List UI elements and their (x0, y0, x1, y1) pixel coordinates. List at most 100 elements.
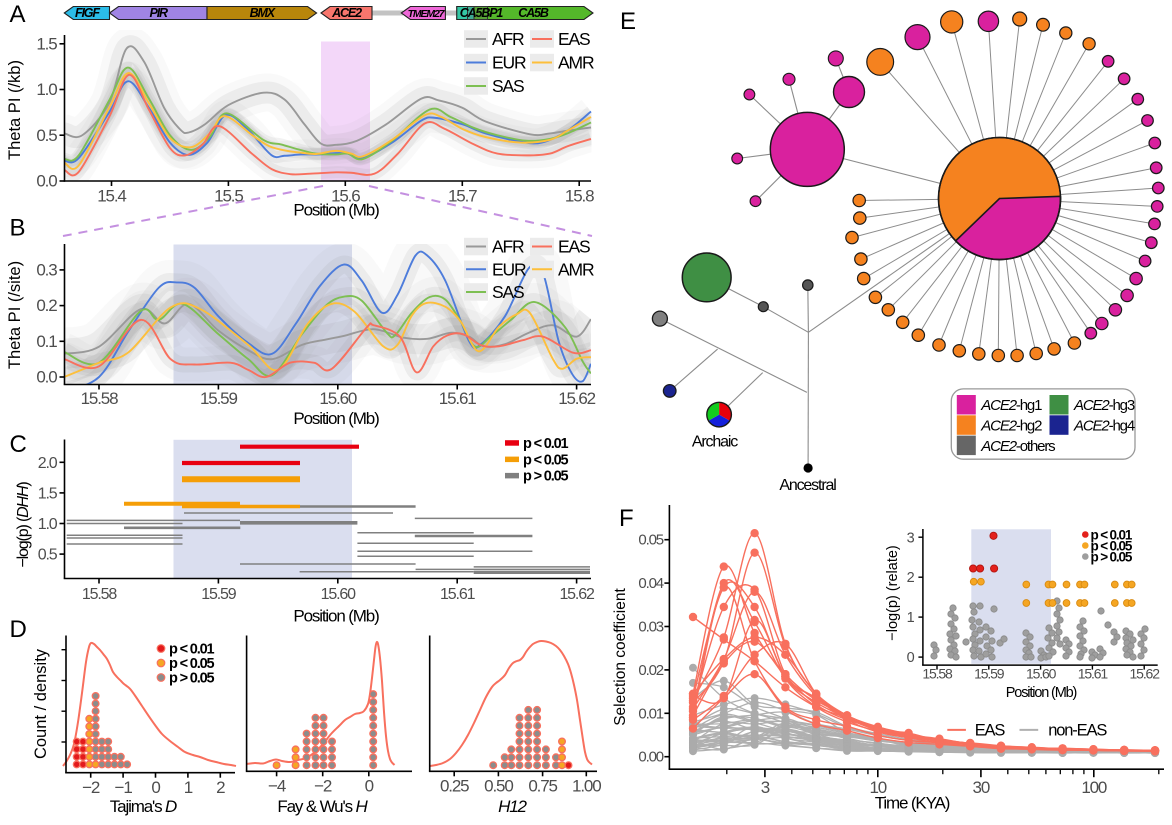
svg-text:3: 3 (761, 778, 770, 797)
svg-text:2: 2 (216, 778, 225, 797)
svg-text:Position (Mb): Position (Mb) (1006, 685, 1077, 701)
svg-text:CA5B: CA5B (518, 6, 549, 20)
svg-text:p < 0.01: p < 0.01 (523, 436, 568, 452)
svg-text:Tajima's D: Tajima's D (110, 797, 177, 816)
svg-text:Ancestral: Ancestral (779, 477, 836, 494)
svg-text:0.5: 0.5 (36, 126, 57, 145)
svg-text:Time (KYA): Time (KYA) (875, 794, 950, 813)
svg-text:Count / density: Count / density (32, 648, 50, 759)
svg-text:15.61: 15.61 (440, 586, 476, 603)
svg-text:TMEM27: TMEM27 (408, 8, 446, 20)
svg-text:−2: −2 (82, 778, 100, 797)
svg-text:ACE2-hg2: ACE2-hg2 (980, 418, 1042, 435)
svg-text:15.61: 15.61 (439, 389, 476, 408)
svg-text:Theta PI (/kb): Theta PI (/kb) (6, 60, 24, 160)
svg-text:1: 1 (184, 778, 193, 797)
svg-text:PIR: PIR (150, 6, 169, 20)
svg-text:p > 0.05: p > 0.05 (1091, 550, 1133, 565)
svg-text:15.59: 15.59 (201, 586, 237, 603)
svg-text:Position (Mb): Position (Mb) (293, 409, 379, 428)
svg-text:0: 0 (907, 650, 915, 666)
svg-text:B: B (10, 215, 25, 242)
svg-text:15.4: 15.4 (97, 187, 126, 206)
svg-text:SAS: SAS (492, 76, 524, 96)
svg-text:E: E (620, 8, 635, 35)
svg-text:ACE2-hg4: ACE2-hg4 (1073, 418, 1135, 435)
svg-text:−2: −2 (314, 777, 332, 796)
svg-text:Archaic: Archaic (692, 434, 738, 451)
svg-text:0.50: 0.50 (484, 777, 513, 796)
svg-text:SAS: SAS (492, 282, 524, 302)
svg-text:1.0: 1.0 (36, 80, 57, 99)
svg-text:2: 2 (907, 570, 915, 586)
svg-text:100: 100 (1081, 778, 1107, 797)
svg-text:0.02: 0.02 (638, 662, 663, 679)
svg-text:0.0: 0.0 (36, 172, 57, 191)
svg-text:0.04: 0.04 (638, 575, 663, 592)
svg-text:0.03: 0.03 (638, 619, 663, 636)
svg-text:EUR: EUR (492, 259, 526, 279)
svg-text:−4: −4 (268, 777, 286, 796)
svg-text:15.62: 15.62 (558, 389, 595, 408)
svg-text:CA5BP1: CA5BP1 (460, 6, 504, 20)
svg-text:2.0: 2.0 (38, 455, 58, 472)
svg-text:1.5: 1.5 (36, 34, 57, 53)
svg-text:15.58: 15.58 (81, 389, 118, 408)
svg-text:15.8: 15.8 (565, 187, 594, 206)
svg-text:15.7: 15.7 (448, 187, 477, 206)
svg-text:AMR: AMR (558, 259, 594, 279)
svg-text:p > 0.05: p > 0.05 (169, 671, 214, 687)
svg-text:non-EAS: non-EAS (1048, 722, 1107, 740)
svg-text:0.75: 0.75 (528, 777, 557, 796)
svg-text:ACE2-hg3: ACE2-hg3 (1073, 397, 1135, 414)
svg-text:EAS: EAS (558, 237, 590, 257)
svg-text:15.61: 15.61 (1078, 666, 1109, 682)
svg-text:Theta PI (/site): Theta PI (/site) (6, 261, 24, 369)
svg-text:BMX: BMX (250, 6, 276, 20)
svg-text:15.60: 15.60 (319, 389, 356, 408)
svg-text:15.58: 15.58 (922, 666, 953, 682)
svg-text:0.05: 0.05 (638, 532, 663, 549)
svg-text:A: A (10, 1, 26, 28)
svg-text:C: C (10, 431, 27, 458)
svg-text:1: 1 (907, 610, 915, 626)
svg-text:H12: H12 (498, 797, 527, 816)
svg-text:1.00: 1.00 (572, 777, 601, 796)
svg-text:30: 30 (973, 778, 990, 797)
svg-text:p > 0.05: p > 0.05 (523, 469, 568, 485)
svg-text:0.25: 0.25 (440, 777, 469, 796)
svg-text:15.59: 15.59 (200, 389, 237, 408)
svg-text:1.0: 1.0 (38, 516, 58, 533)
svg-text:0.0: 0.0 (36, 368, 57, 387)
svg-text:EAS: EAS (558, 29, 590, 49)
svg-text:1.5: 1.5 (38, 485, 58, 502)
svg-text:15.62: 15.62 (1130, 666, 1161, 682)
svg-text:Position (Mb): Position (Mb) (293, 607, 379, 626)
svg-text:p < 0.05: p < 0.05 (523, 452, 568, 468)
svg-text:15.58: 15.58 (82, 586, 118, 603)
svg-text:FIGF: FIGF (75, 6, 100, 20)
svg-text:0.5: 0.5 (38, 547, 58, 564)
svg-text:3: 3 (907, 530, 915, 546)
svg-text:0.2: 0.2 (36, 296, 57, 315)
svg-text:AFR: AFR (492, 237, 524, 257)
svg-text:0.01: 0.01 (638, 705, 663, 722)
svg-text:0.1: 0.1 (36, 332, 57, 351)
svg-text:15.60: 15.60 (1026, 666, 1057, 682)
svg-text:0: 0 (365, 777, 374, 796)
svg-text:Fay & Wu's H: Fay & Wu's H (277, 797, 368, 816)
svg-text:−log(p) (DHH): −log(p) (DHH) (15, 482, 32, 568)
svg-text:0.00: 0.00 (638, 749, 663, 766)
svg-text:Position (Mb): Position (Mb) (293, 201, 379, 220)
svg-text:15.59: 15.59 (974, 666, 1005, 682)
svg-text:ACE2: ACE2 (331, 6, 362, 20)
svg-text:0.3: 0.3 (36, 260, 57, 279)
svg-text:AMR: AMR (558, 53, 594, 73)
svg-text:F: F (619, 505, 633, 532)
svg-text:Selection coefficient: Selection coefficient (612, 588, 629, 726)
svg-text:ACE2-others: ACE2-others (980, 438, 1055, 455)
svg-text:15.60: 15.60 (321, 586, 357, 603)
svg-text:−log(p) (relate): −log(p) (relate) (885, 545, 901, 641)
svg-text:ACE2-hg1: ACE2-hg1 (980, 397, 1042, 414)
svg-text:15.62: 15.62 (559, 586, 595, 603)
